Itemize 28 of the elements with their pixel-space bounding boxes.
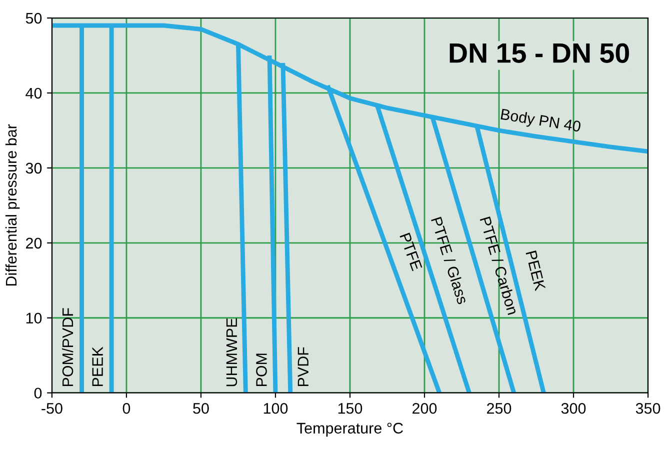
- text: Body PN 40: [500, 108, 582, 135]
- x-tick-label: 0: [122, 402, 130, 414]
- y-tick-label: 50: [26, 12, 42, 24]
- y-tick-label: 40: [26, 88, 42, 99]
- text: PTFE: [400, 232, 422, 272]
- text: POM/PVDF: [62, 308, 74, 386]
- text: POM: [256, 354, 267, 386]
- x-tick-label: 100: [264, 402, 288, 414]
- text: PVDF: [298, 347, 308, 386]
- text: PEEK: [92, 346, 103, 386]
- x-axis-title: Temperature °C: [296, 422, 403, 437]
- text: PTFE / Carbon: [480, 216, 519, 316]
- x-tick-label: -50: [42, 402, 62, 414]
- y-tick-label: 30: [26, 162, 42, 174]
- x-tick-label: 200: [412, 402, 437, 414]
- x-tick-label: 50: [193, 402, 209, 414]
- text: PTFE / Glass: [430, 216, 469, 305]
- y-tick-label: 0: [34, 388, 42, 399]
- text: PEEK: [526, 250, 546, 292]
- text: DN 15 - DN 50: [450, 43, 630, 63]
- x-tick-label: 350: [636, 402, 660, 414]
- text: UHMWPE: [226, 318, 238, 386]
- y-tick-label: 10: [26, 312, 42, 324]
- x-tick-label: 150: [338, 402, 362, 414]
- y-tick-label: 20: [26, 238, 42, 249]
- x-tick-label: 300: [561, 402, 586, 414]
- x-tick-label: 250: [487, 402, 512, 414]
- y-axis-title: Differential pressure bar: [5, 124, 20, 286]
